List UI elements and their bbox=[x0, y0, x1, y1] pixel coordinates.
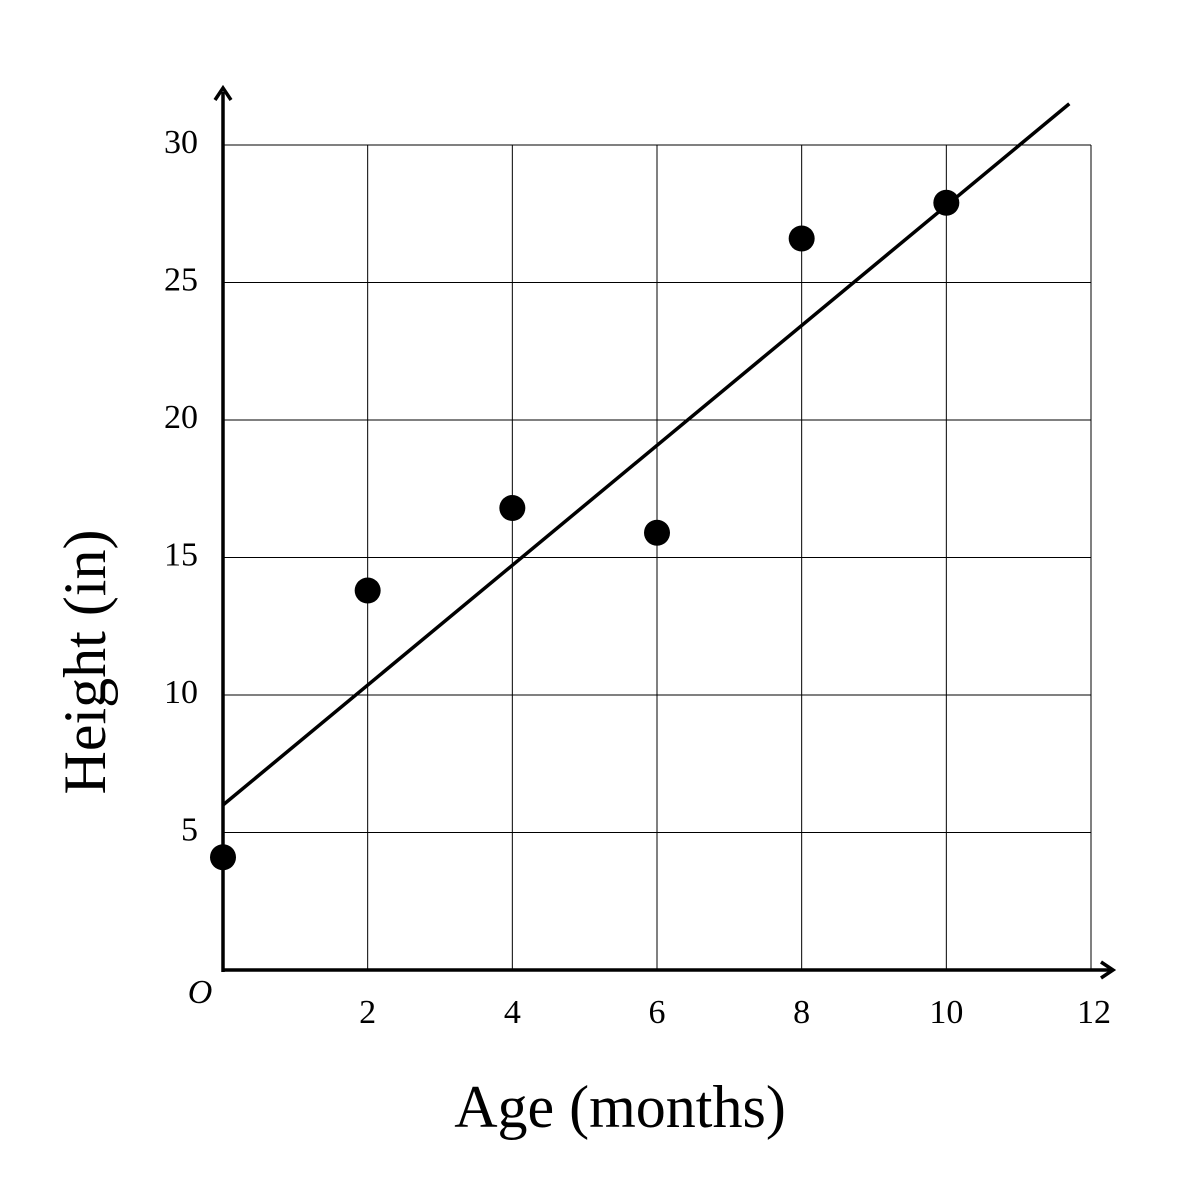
data-point bbox=[210, 844, 236, 871]
trend-line bbox=[221, 102, 1071, 807]
x-tick-label: 12 bbox=[1077, 994, 1111, 1031]
x-tick-label: 8 bbox=[793, 994, 810, 1031]
y-tick-labels: 5 10 15 20 25 30 bbox=[164, 124, 198, 849]
x-tick-label: 6 bbox=[649, 994, 666, 1031]
x-tick-label: 10 bbox=[929, 994, 963, 1031]
grid bbox=[223, 144, 1092, 970]
y-tick-label: 10 bbox=[164, 674, 198, 711]
data-point bbox=[788, 225, 815, 252]
x-axis-title: Age (months) bbox=[454, 1074, 786, 1140]
data-points bbox=[210, 189, 960, 871]
y-tick-label: 30 bbox=[164, 124, 198, 161]
x-tick-label: 2 bbox=[359, 994, 376, 1031]
y-tick-label: 25 bbox=[164, 262, 198, 299]
y-tick-label: 15 bbox=[164, 537, 198, 574]
origin-label: O bbox=[188, 974, 213, 1011]
data-point bbox=[354, 577, 381, 604]
x-axis-arrowhead bbox=[1100, 960, 1117, 980]
y-axis-title: Height (in) bbox=[52, 530, 118, 795]
y-axis-arrowhead bbox=[213, 84, 233, 101]
data-point bbox=[499, 495, 526, 521]
y-tick-label: 5 bbox=[181, 812, 198, 849]
data-point bbox=[644, 519, 670, 546]
x-tick-label: 4 bbox=[504, 994, 521, 1031]
y-tick-label: 20 bbox=[164, 399, 198, 436]
x-tick-labels: 2 4 6 8 10 12 bbox=[359, 994, 1111, 1031]
axes bbox=[213, 84, 1117, 980]
data-point bbox=[933, 189, 960, 216]
